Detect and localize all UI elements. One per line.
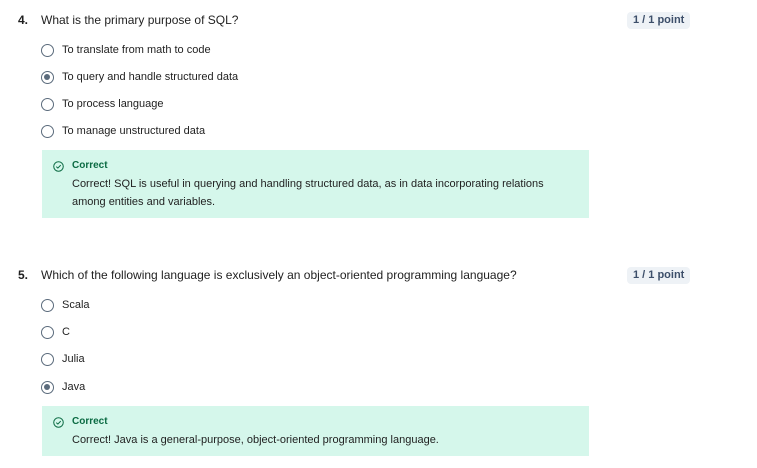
check-circle-icon <box>53 161 64 172</box>
feedback-text: Correct! Java is a general-purpose, obje… <box>72 434 439 446</box>
option-label: C <box>62 326 70 338</box>
option-label: To translate from math to code <box>62 44 211 56</box>
feedback-text: Correct! SQL is useful in querying and h… <box>72 178 544 208</box>
option[interactable]: To query and handle structured data <box>41 69 238 85</box>
question-number: 5. <box>18 268 29 282</box>
option[interactable]: To process language <box>41 96 164 112</box>
radio-button[interactable] <box>41 298 54 312</box>
option[interactable]: Julia <box>41 351 85 367</box>
option-label: To manage unstructured data <box>62 125 206 137</box>
feedback-title: Correct <box>72 160 108 171</box>
option-label: To process language <box>62 98 164 110</box>
option[interactable]: C <box>41 324 70 340</box>
option[interactable]: Scala <box>41 297 90 313</box>
feedback-box: Correct Correct! SQL is useful in queryi… <box>42 150 589 218</box>
option-label: Scala <box>62 299 90 311</box>
feedback-box: Correct Correct! Java is a general-purpo… <box>42 406 589 456</box>
radio-button[interactable] <box>41 97 54 111</box>
score-badge: 1 / 1 point <box>627 12 691 29</box>
radio-button-selected[interactable] <box>41 70 54 84</box>
option-label: Java <box>62 381 86 393</box>
feedback-title: Correct <box>72 416 108 427</box>
check-circle-icon <box>53 417 64 428</box>
radio-button[interactable] <box>41 124 54 138</box>
question-text: What is the primary purpose of SQL? <box>41 13 239 27</box>
score-badge: 1 / 1 point <box>627 267 691 284</box>
question-number: 4. <box>18 13 29 27</box>
option-label: To query and handle structured data <box>62 71 239 83</box>
option[interactable]: To manage unstructured data <box>41 123 205 139</box>
option[interactable]: Java <box>41 379 85 395</box>
radio-button[interactable] <box>41 325 54 339</box>
option-label: Julia <box>62 353 85 365</box>
option[interactable]: To translate from math to code <box>41 42 211 58</box>
question-text: Which of the following language is exclu… <box>41 268 517 282</box>
radio-button-selected[interactable] <box>41 380 54 394</box>
radio-button[interactable] <box>41 352 54 366</box>
radio-button[interactable] <box>41 43 54 57</box>
